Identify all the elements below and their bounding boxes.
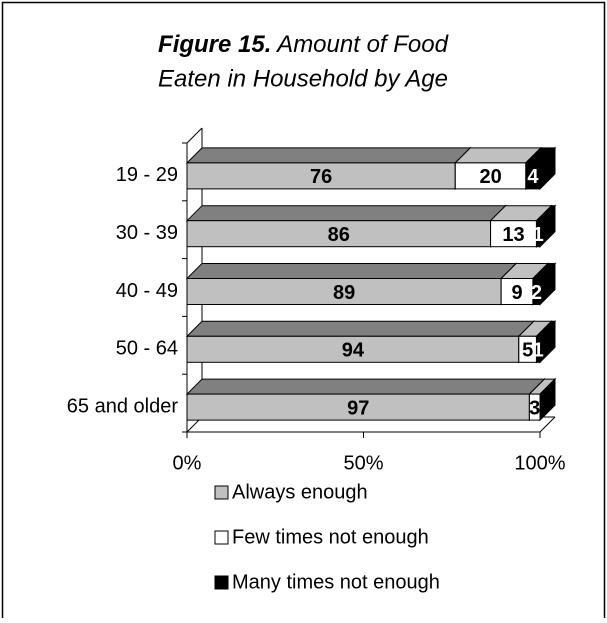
y-tick-label: 19 - 29 <box>116 164 178 186</box>
legend-label: Many times not enough <box>232 571 440 593</box>
bar-top <box>185 205 507 222</box>
data-label: 4 <box>527 166 539 188</box>
legend-swatch <box>214 575 229 590</box>
legend-label: Few times not enough <box>232 526 429 548</box>
data-label: 13 <box>502 224 524 246</box>
data-label: 5 <box>522 340 533 362</box>
data-label: 97 <box>347 397 369 419</box>
y-tick-label: 30 - 39 <box>116 222 178 244</box>
bar-side <box>539 204 556 248</box>
data-label: 76 <box>310 166 332 188</box>
x-tick-label: 0% <box>173 452 202 474</box>
data-label: 9 <box>511 282 522 304</box>
bar-segment <box>185 204 507 248</box>
data-label: 2 <box>531 282 542 304</box>
data-label: 1 <box>533 224 544 246</box>
legend-swatch <box>214 530 229 545</box>
bar-front <box>186 220 492 248</box>
y-tick-label: 65 and older <box>67 395 179 417</box>
data-label: 1 <box>533 340 544 362</box>
bar-segment <box>185 320 536 364</box>
bar-top <box>185 378 546 395</box>
data-label: 94 <box>342 340 365 362</box>
bar-front <box>454 162 527 190</box>
x-tick-label: 50% <box>343 452 383 474</box>
data-label: 3 <box>529 397 540 419</box>
legend-label: Always enough <box>232 481 368 503</box>
chart-title: Figure 15. Amount of Food <box>158 31 449 58</box>
y-tick-label: 50 - 64 <box>116 338 178 360</box>
bar-side <box>539 320 556 364</box>
bar-segment <box>185 377 546 422</box>
bar-segment <box>539 377 556 422</box>
bar-segment <box>185 146 472 191</box>
bar-segment <box>535 320 557 364</box>
bar-front <box>186 162 456 190</box>
y-tick-label: 40 - 49 <box>116 280 178 302</box>
data-label: 86 <box>328 224 350 246</box>
bar-top <box>185 320 536 337</box>
bar-segment <box>531 262 557 306</box>
bar-side <box>539 377 556 422</box>
bar-top <box>185 147 472 164</box>
chart-title: Eaten in Household by Age <box>158 65 448 92</box>
bar-top <box>185 263 518 279</box>
data-label: 20 <box>479 166 501 188</box>
bar-segment <box>524 146 557 191</box>
bar-side <box>539 146 556 191</box>
bar-side <box>539 262 556 306</box>
title-line: Amount of Food <box>271 31 448 58</box>
figure-label: Figure 15. <box>158 31 271 58</box>
bar-segment <box>535 204 557 248</box>
legend-swatch <box>214 485 229 500</box>
x-tick-label: 100% <box>514 452 565 474</box>
data-label: 89 <box>333 282 355 304</box>
